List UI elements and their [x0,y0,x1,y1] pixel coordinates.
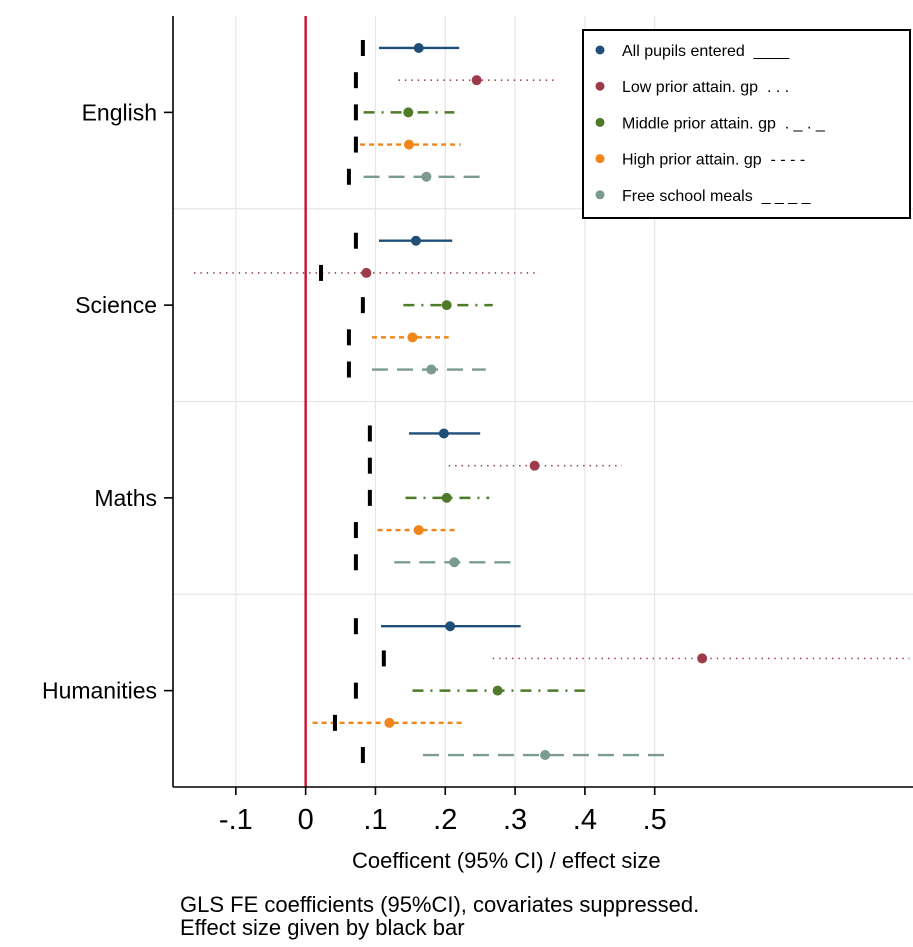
point-maths-low-prior-attain-gp [529,460,540,471]
point-english-all-pupils-entered [413,42,424,53]
point-science-high-prior-attain-gp [407,332,418,343]
point-maths-free-school-meals [449,557,460,568]
x-tick-label-6: .5 [643,804,667,836]
point-science-low-prior-attain-gp [361,267,372,278]
x-tick-label-4: .3 [503,804,527,836]
y-tick-label-science: Science [75,292,157,318]
legend-marker-all-pupils-entered [595,45,605,55]
legend-marker-free-school-meals [595,190,605,200]
x-tick-label-5: .4 [573,804,597,836]
legend: All pupils entered ____ Low prior attain.… [582,29,911,219]
point-science-all-pupils-entered [410,235,421,246]
point-humanities-low-prior-attain-gp [697,653,708,664]
data-series-group [193,39,910,764]
point-humanities-all-pupils-entered [445,621,456,632]
y-tick-label-english: English [82,99,157,125]
legend-box [582,29,911,219]
point-humanities-free-school-meals [540,750,551,761]
legend-label-all-pupils-entered: All pupils entered ____ [622,43,790,60]
point-english-middle-prior-attain-gp [403,107,414,118]
caption-line-1: GLS FE coefficients (95%CI), covariates … [180,892,700,917]
point-maths-high-prior-attain-gp [413,525,424,536]
legend-marker-middle-prior-attain-gp [595,117,605,127]
point-english-high-prior-attain-gp [403,139,414,150]
point-humanities-middle-prior-attain-gp [492,685,503,696]
legend-label-high-prior-attain-gp: High prior attain. gp - - - - [622,152,805,169]
point-science-free-school-meals [426,364,437,375]
x-tick-label-2: .1 [363,804,387,836]
x-tick-label-3: .2 [433,804,457,836]
x-tick-label-1: 0 [298,804,314,836]
y-tick-label-maths: Maths [94,485,157,511]
point-english-low-prior-attain-gp [471,75,482,86]
axes-group: English Science Maths Humanities -.1 0 .1 .2 .3.… [42,16,913,873]
x-axis-label: Coefficent (95% CI) / effect size [352,848,661,873]
point-maths-middle-prior-attain-gp [441,492,452,503]
point-humanities-high-prior-attain-gp [384,717,395,728]
x-tick-label-0: -.1 [219,804,253,836]
point-maths-all-pupils-entered [438,428,449,439]
point-science-middle-prior-attain-gp [441,300,452,311]
y-tick-label-humanities: Humanities [42,678,157,704]
legend-label-free-school-meals: Free school meals _ _ _ _ [622,188,812,205]
legend-marker-high-prior-attain-gp [595,154,605,164]
legend-label-low-prior-attain-gp: Low prior attain. gp . . . [622,79,789,96]
caption-line-2: Effect size given by black bar [180,915,465,940]
legend-label-middle-prior-attain-gp: Middle prior attain. gp . _ . _ [622,115,826,132]
legend-marker-low-prior-attain-gp [595,81,605,91]
point-english-free-school-meals [421,171,432,182]
